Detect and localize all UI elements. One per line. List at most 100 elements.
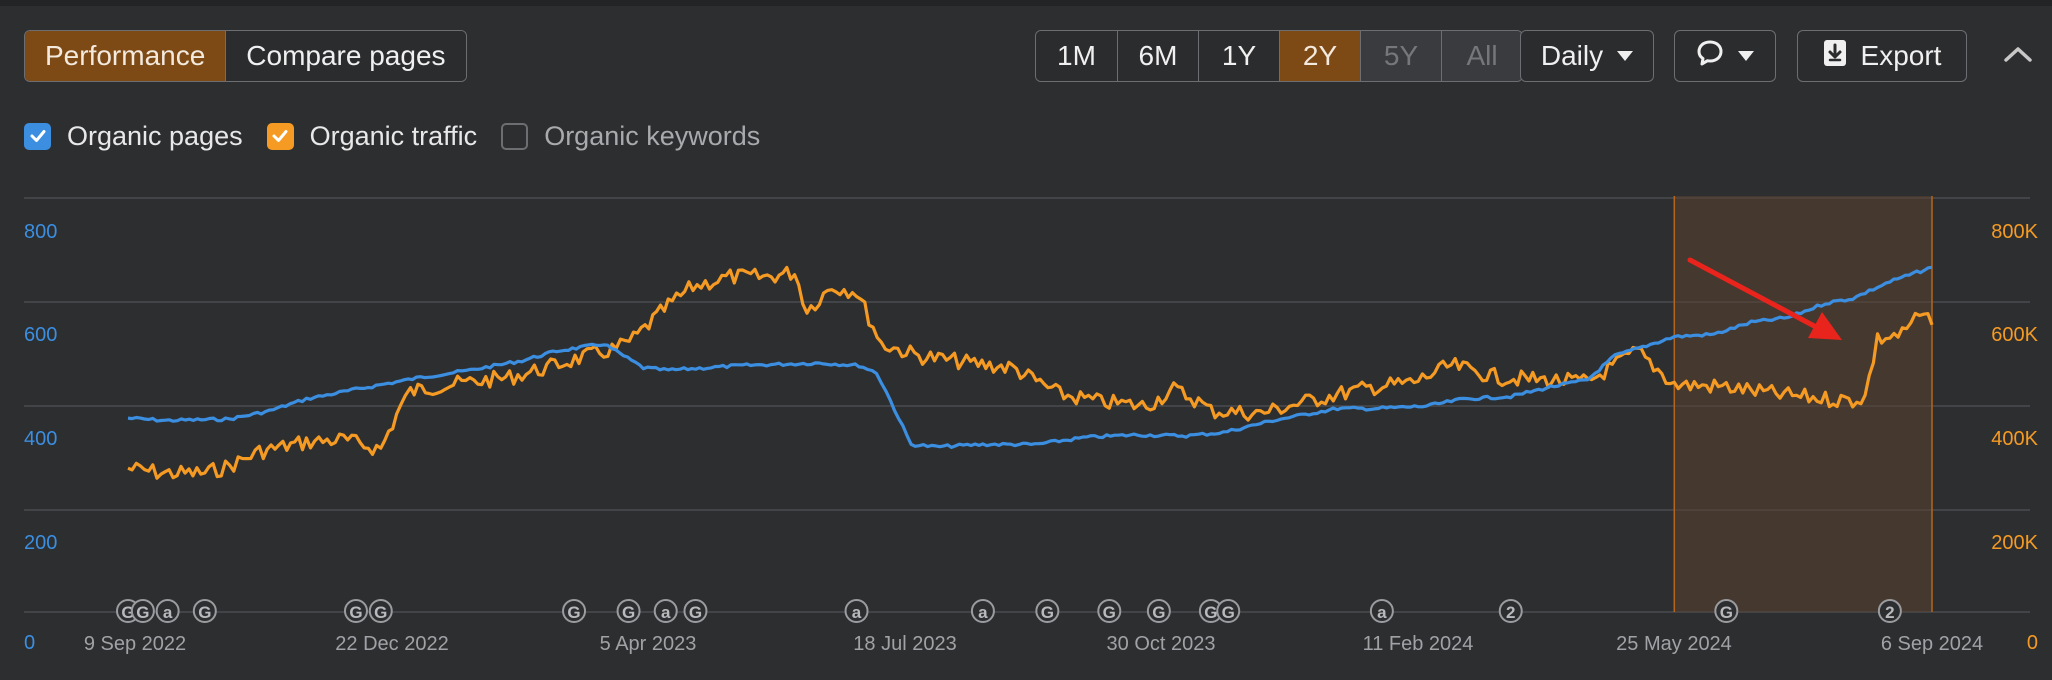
event-label: a (163, 603, 173, 622)
export-label: Export (1860, 40, 1942, 71)
event-circle (1146, 599, 1171, 623)
left-axis-labels: 0 200 400 600 800 (24, 221, 57, 654)
x-tick-label: 11 Feb 2024 (1363, 633, 1474, 655)
event-circle (192, 599, 217, 623)
event-marker: G (1146, 599, 1171, 623)
arrow-shaft (1687, 257, 1821, 331)
x-tick-label: 30 Oct 2023 (1107, 633, 1216, 655)
export-button[interactable]: Export (1797, 30, 1967, 82)
event-marker: G (683, 599, 708, 623)
range-1y-button[interactable]: 1Y (1198, 31, 1279, 81)
event-marker: G (130, 599, 155, 623)
tab-compare-pages[interactable]: Compare pages (225, 31, 466, 81)
range-2y-button[interactable]: 2Y (1279, 31, 1360, 81)
organic-pages-checkbox[interactable]: Organic pages (24, 121, 243, 152)
x-axis-labels: 9 Sep 2022 22 Dec 2022 5 Apr 2023 18 Jul 20… (84, 633, 1983, 655)
event-label: G (567, 603, 580, 622)
event-marker: G (1035, 599, 1060, 623)
event-label: G (1222, 603, 1235, 622)
event-marker: G (192, 599, 217, 623)
event-circle (616, 599, 641, 623)
event-label: a (978, 603, 988, 622)
event-marker: G (368, 599, 393, 623)
range-1m-button[interactable]: 1M (1036, 31, 1117, 81)
event-circle (368, 599, 393, 623)
view-tabs: Performance Compare pages (24, 30, 467, 82)
event-circle (155, 599, 180, 623)
right-tick-label: 400K (1991, 428, 2038, 450)
event-circle (130, 599, 155, 623)
range-5y-button[interactable]: 5Y (1360, 31, 1441, 81)
event-circle (1035, 599, 1060, 623)
event-circle (1498, 599, 1523, 623)
event-marker: 2 (1877, 599, 1902, 623)
event-label: G (121, 603, 134, 622)
event-marker: G (616, 599, 641, 623)
event-label: G (198, 603, 211, 622)
event-label: G (349, 603, 362, 622)
event-circle (970, 599, 995, 623)
organic-keywords-checkbox[interactable]: Organic keywords (501, 121, 760, 152)
event-label: G (622, 603, 635, 622)
event-label: G (136, 603, 149, 622)
x-tick-label: 6 Sep 2024 (1881, 633, 1983, 655)
x-tick-label: 18 Jul 2023 (853, 633, 956, 655)
comment-icon (1696, 39, 1724, 74)
tab-performance[interactable]: Performance (25, 31, 226, 81)
interval-dropdown[interactable]: Daily (1520, 30, 1654, 82)
event-circle (1097, 599, 1122, 623)
organic-keywords-label: Organic keywords (544, 120, 761, 151)
event-label: a (852, 603, 862, 622)
left-tick-label: 200 (24, 532, 57, 554)
right-tick-label: 0 (2027, 632, 2038, 654)
range-6m-button[interactable]: 6M (1117, 31, 1198, 81)
comments-dropdown[interactable] (1674, 30, 1776, 82)
download-icon (1823, 39, 1847, 74)
event-label: 2 (1506, 603, 1515, 622)
collapse-button[interactable] (1998, 36, 2038, 76)
event-label: G (1204, 603, 1217, 622)
left-tick-label: 800 (24, 221, 57, 243)
event-marker: 2 (1498, 599, 1523, 623)
left-tick-label: 600 (24, 324, 57, 346)
arrow-head (1808, 312, 1842, 340)
date-range-selector: 1M 6M 1Y 2Y 5Y All (1035, 30, 1523, 82)
chevron-up-icon (2003, 44, 2033, 69)
event-marker: a (844, 599, 869, 623)
right-tick-label: 600K (1991, 324, 2038, 346)
organic-traffic-checkbox[interactable]: Organic traffic (266, 121, 477, 152)
left-tick-label: 400 (24, 428, 57, 450)
x-tick-label: 25 May 2024 (1616, 633, 1732, 655)
event-circle (343, 599, 368, 623)
event-circle (653, 599, 678, 623)
event-marker: a (155, 599, 180, 623)
event-circle (1216, 599, 1241, 623)
chart-series (127, 265, 1934, 480)
right-tick-label: 200K (1991, 532, 2038, 554)
check-icon (266, 122, 294, 150)
event-label: G (1041, 603, 1054, 622)
x-tick-label: 5 Apr 2023 (600, 633, 697, 655)
event-label: a (661, 603, 671, 622)
event-marker: a (1369, 599, 1394, 623)
x-tick-label: 9 Sep 2022 (84, 633, 186, 655)
event-label: G (1720, 603, 1733, 622)
event-marker: a (653, 599, 678, 623)
annotation-arrow (1687, 257, 1842, 340)
unchecked-box-icon (501, 122, 529, 150)
highlight-range (1673, 196, 1933, 612)
event-circle (844, 599, 869, 623)
event-circle (1877, 599, 1902, 623)
event-marker: G (562, 599, 587, 623)
event-marker: a (970, 599, 995, 623)
event-circle (683, 599, 708, 623)
right-tick-label: 800K (1991, 221, 2038, 243)
series-line (127, 265, 1933, 449)
event-marker: G (1714, 599, 1739, 623)
metric-toggles: Organic pages Organic traffic Organic ke… (24, 118, 784, 154)
range-all-button[interactable]: All (1441, 31, 1522, 81)
performance-chart[interactable]: 0 200 400 600 800 0 200K 400K 600K 800K 9 Sep 20… (0, 180, 2052, 670)
event-marker: G (343, 599, 368, 623)
event-label: G (1103, 603, 1116, 622)
